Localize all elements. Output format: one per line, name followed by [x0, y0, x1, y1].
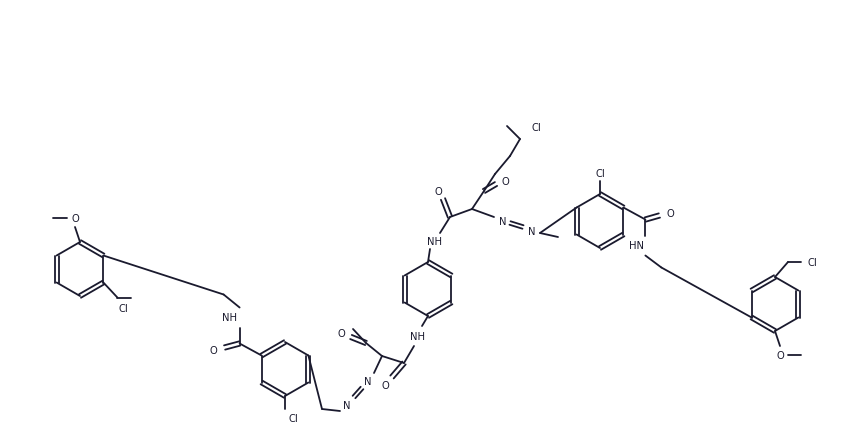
Text: N: N: [528, 227, 535, 237]
Text: Cl: Cl: [595, 169, 604, 178]
Text: N: N: [499, 217, 506, 227]
Text: O: O: [433, 187, 441, 197]
Text: O: O: [775, 350, 783, 360]
Text: O: O: [210, 346, 218, 356]
Text: Cl: Cl: [806, 257, 816, 267]
Text: N: N: [364, 376, 371, 386]
Text: Cl: Cl: [531, 123, 540, 133]
Text: Cl: Cl: [287, 413, 298, 423]
Text: O: O: [665, 209, 674, 219]
Text: HN: HN: [628, 241, 643, 251]
Text: O: O: [337, 328, 345, 338]
Text: NH: NH: [427, 237, 442, 247]
Text: NH: NH: [410, 331, 425, 341]
Text: N: N: [343, 400, 351, 410]
Text: O: O: [380, 380, 388, 390]
Text: NH: NH: [222, 313, 237, 323]
Text: Cl: Cl: [119, 304, 128, 314]
Text: O: O: [71, 214, 78, 224]
Text: O: O: [501, 177, 508, 187]
